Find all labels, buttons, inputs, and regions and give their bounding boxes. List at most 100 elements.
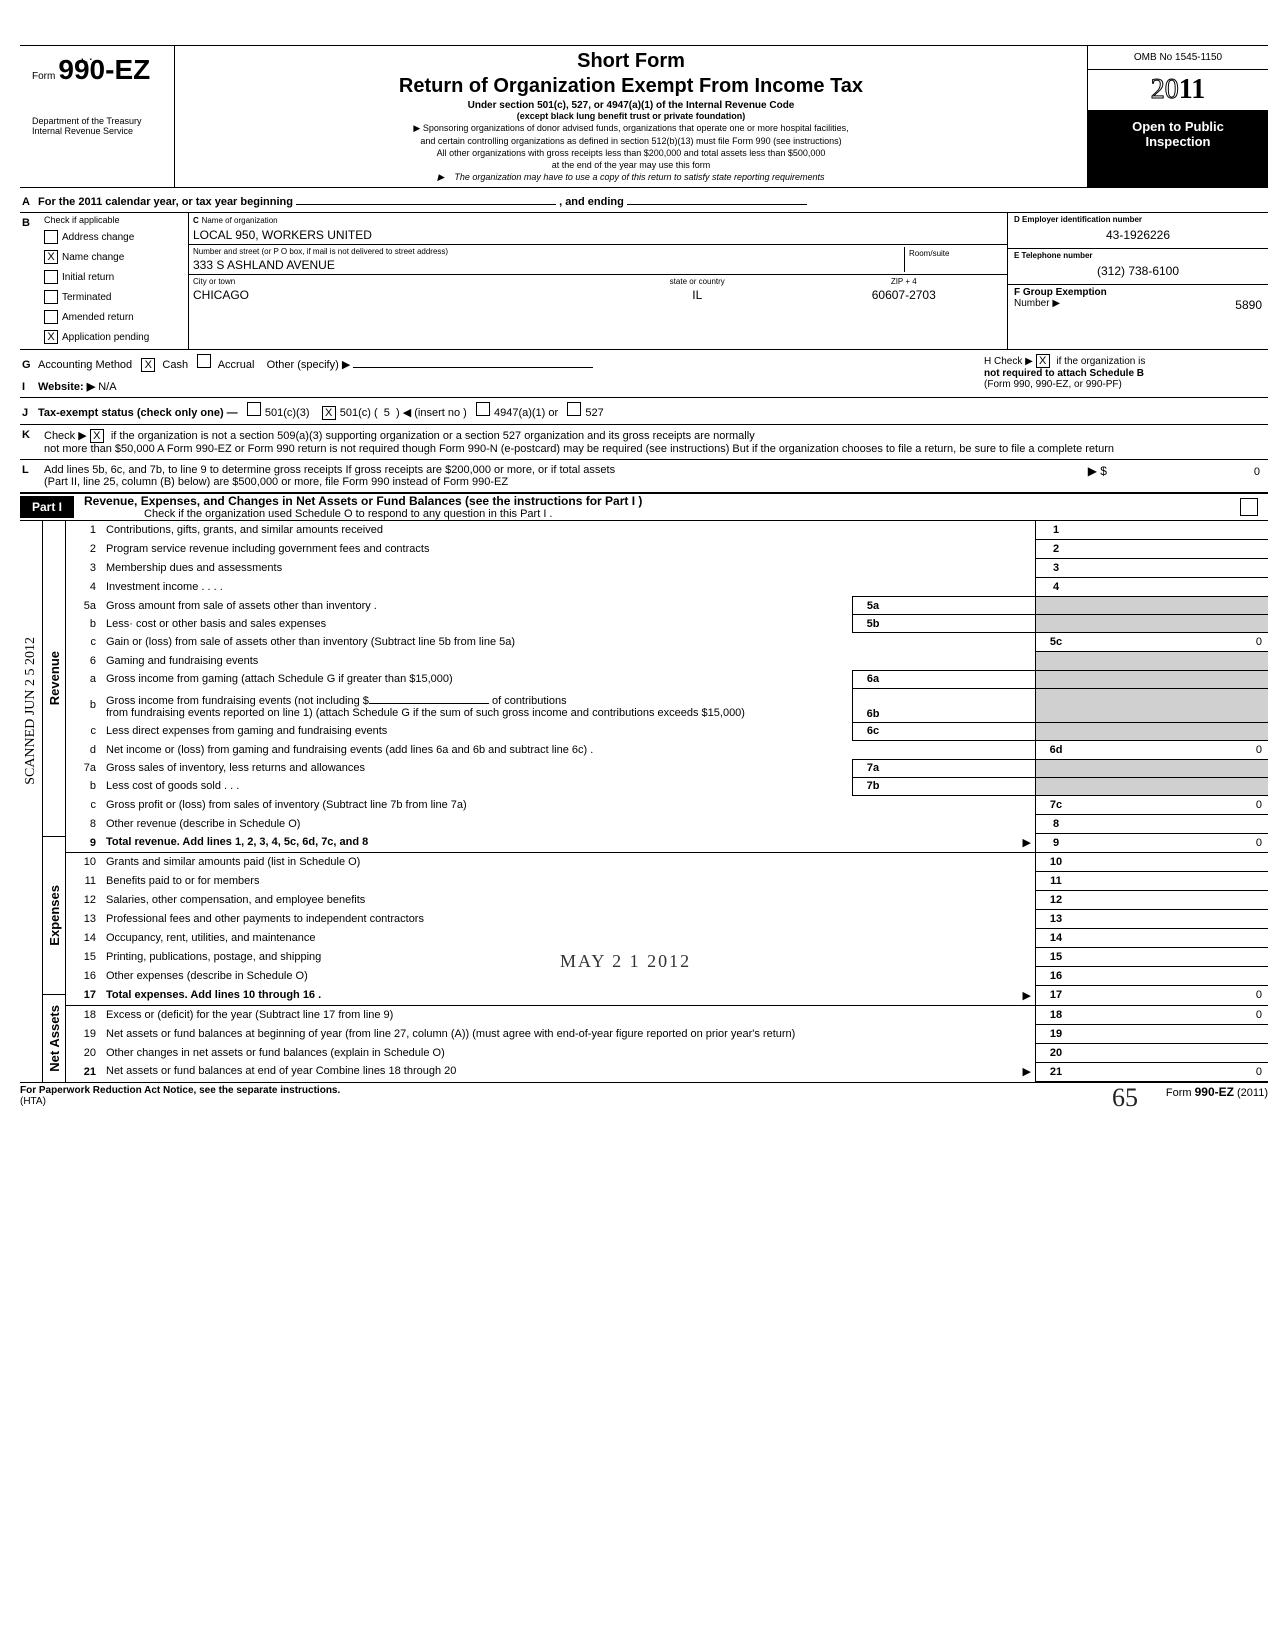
street-address: 333 S ASHLAND AVENUE (193, 256, 904, 272)
line-l-value: 0 (1110, 466, 1260, 478)
year-bold: 11 (1179, 74, 1205, 105)
group-exemption: 5890 (1235, 298, 1262, 312)
part-1-header: Part I Revenue, Expenses, and Changes in… (20, 493, 1268, 521)
other-specify[interactable] (353, 355, 593, 368)
line-6a: aGross income from gaming (attach Schedu… (66, 670, 1268, 688)
chk-terminated[interactable] (44, 290, 58, 304)
org-name: LOCAL 950, WORKERS UNITED (193, 226, 1003, 242)
form-header: Form 990-EZ Department of the Treasury I… (20, 45, 1268, 188)
year-end-field[interactable] (627, 192, 807, 205)
room-suite: Room/suite (904, 247, 1003, 272)
title-box: Short Form Return of Organization Exempt… (175, 46, 1087, 187)
omb-number: OMB No 1545-1150 (1088, 46, 1268, 70)
line-7c: cGross profit or (loss) from sales of in… (66, 795, 1268, 814)
chk-amended[interactable] (44, 310, 58, 324)
org-info-block: B Check if applicable Address change XNa… (20, 213, 1268, 350)
chk-name[interactable]: X (44, 250, 58, 264)
row-g-h: G Accounting Method X Cash Accrual Other… (20, 350, 1268, 398)
lines-table: 1Contributions, gifts, grants, and simil… (66, 521, 1268, 1082)
handwritten-initials: 65 (1112, 1083, 1138, 1113)
received-date-stamp: MAY 2 1 2012 (560, 951, 691, 972)
line-5a: 5aGross amount from sale of assets other… (66, 597, 1268, 615)
line-11: 11Benefits paid to or for members11 (66, 872, 1268, 891)
main-title: Return of Organization Exempt From Incom… (185, 75, 1077, 98)
instr-line5: ▶ The organization may have to use a cop… (185, 172, 1077, 183)
line-20: 20Other changes in net assets or fund ba… (66, 1043, 1268, 1062)
line-6d: dNet income or (loss) from gaming and fu… (66, 740, 1268, 759)
state: IL (598, 286, 797, 302)
chk-pending[interactable]: X (44, 330, 58, 344)
h-box: H Check ▶ X if the organization is not r… (980, 350, 1268, 397)
year-begin-field[interactable] (296, 192, 556, 205)
instr-line3: All other organizations with gross recei… (185, 148, 1077, 158)
side-labels: SCANNED JUN 2 5 2012 (20, 521, 43, 1082)
line-7a: 7aGross sales of inventory, less returns… (66, 759, 1268, 777)
chk-address[interactable] (44, 230, 58, 244)
tax-year: 2011 (1088, 70, 1268, 111)
footer: For Paperwork Reduction Act Notice, see … (20, 1082, 1268, 1107)
check-applicable-col: Check if applicable Address change XName… (40, 213, 189, 349)
ein: 43-1926226 (1014, 224, 1262, 246)
501c-num: 5 (384, 407, 390, 419)
form-id-box: Form 990-EZ Department of the Treasury I… (20, 46, 175, 187)
year-outline: 20 (1151, 74, 1179, 105)
chk-501c[interactable]: X (322, 406, 336, 420)
phone: (312) 738-6100 (1014, 260, 1262, 282)
line-18: 18Excess or (deficit) for the year (Subt… (66, 1005, 1268, 1024)
line-5b: bLess· cost or other basis and sales exp… (66, 615, 1268, 633)
letter-b: B (20, 213, 40, 349)
city: CHICAGO (193, 286, 590, 302)
line-19: 19Net assets or fund balances at beginni… (66, 1024, 1268, 1043)
open-to-public: Open to Public Inspection (1088, 111, 1268, 187)
chk-h[interactable]: X (1036, 354, 1050, 368)
line-6b: bGross income from fundraising events (n… (66, 688, 1268, 722)
instr-line2: and certain controlling organizations as… (185, 136, 1077, 146)
dept-irs: Internal Revenue Service (32, 126, 162, 136)
form-prefix: Form (32, 71, 55, 82)
line-6: 6Gaming and fundraising events (66, 652, 1268, 671)
line-3: 3Membership dues and assessments3 (66, 559, 1268, 578)
line-7b: bLess cost of goods sold . . .7b (66, 777, 1268, 795)
line-21: 21Net assets or fund balances at end of … (66, 1062, 1268, 1081)
right-id-col: D Employer identification number 43-1926… (1007, 213, 1268, 349)
website: N/A (98, 381, 116, 393)
chk-501c3[interactable] (247, 402, 261, 416)
line-12: 12Salaries, other compensation, and empl… (66, 891, 1268, 910)
letter-a: A (22, 196, 38, 208)
chk-k[interactable]: X (90, 429, 104, 443)
line-9: 9Total revenue. Add lines 1, 2, 3, 4, 5c… (66, 833, 1268, 853)
instr-line: ▶ Sponsoring organizations of donor advi… (185, 123, 1077, 134)
name-address-col: C Name of organization LOCAL 950, WORKER… (189, 213, 1007, 349)
paren-text: (except black lung benefit trust or priv… (185, 111, 1077, 121)
subtitle: Under section 501(c), 527, or 4947(a)(1)… (185, 100, 1077, 111)
row-a: A For the 2011 calendar year, or tax yea… (20, 188, 1268, 213)
chk-4947[interactable] (476, 402, 490, 416)
row-j: J Tax-exempt status (check only one) — 5… (20, 398, 1268, 425)
right-header-boxes: OMB No 1545-1150 2011 Open to Public Ins… (1087, 46, 1268, 187)
chk-schedule-o[interactable] (1240, 498, 1258, 516)
scanned-stamp: SCANNED JUN 2 5 2012 (23, 631, 39, 791)
line-1: 1Contributions, gifts, grants, and simil… (66, 521, 1268, 540)
chk-cash[interactable]: X (141, 358, 155, 372)
dept-treasury: Department of the Treasury (32, 116, 162, 126)
line-17: 17Total expenses. Add lines 10 through 1… (66, 986, 1268, 1006)
chk-527[interactable] (567, 402, 581, 416)
line-14: 14Occupancy, rent, utilities, and mainte… (66, 929, 1268, 948)
section-labels: Revenue Expenses Net Assets (43, 521, 66, 1082)
form-number: 990-EZ (58, 54, 150, 85)
row-l: L Add lines 5b, 6c, and 7b, to line 9 to… (20, 460, 1268, 493)
zip: 60607-2703 (805, 286, 1004, 302)
short-form-title: Short Form (185, 50, 1077, 73)
line-10: 10Grants and similar amounts paid (list … (66, 853, 1268, 872)
line-8: 8Other revenue (describe in Schedule O)8 (66, 814, 1268, 833)
chk-accrual[interactable] (197, 354, 211, 368)
line-6c: cLess direct expenses from gaming and fu… (66, 722, 1268, 740)
part-tab: Part I (20, 496, 74, 518)
row-k: K Check ▶ X if the organization is not a… (20, 425, 1268, 460)
line-13: 13Professional fees and other payments t… (66, 910, 1268, 929)
line-2: 2Program service revenue including gover… (66, 540, 1268, 559)
instr-line4: at the end of the year may use this form (185, 160, 1077, 170)
chk-initial[interactable] (44, 270, 58, 284)
line-4: 4Investment income . . . .4 (66, 578, 1268, 597)
line-5c: cGain or (loss) from sale of assets othe… (66, 633, 1268, 652)
